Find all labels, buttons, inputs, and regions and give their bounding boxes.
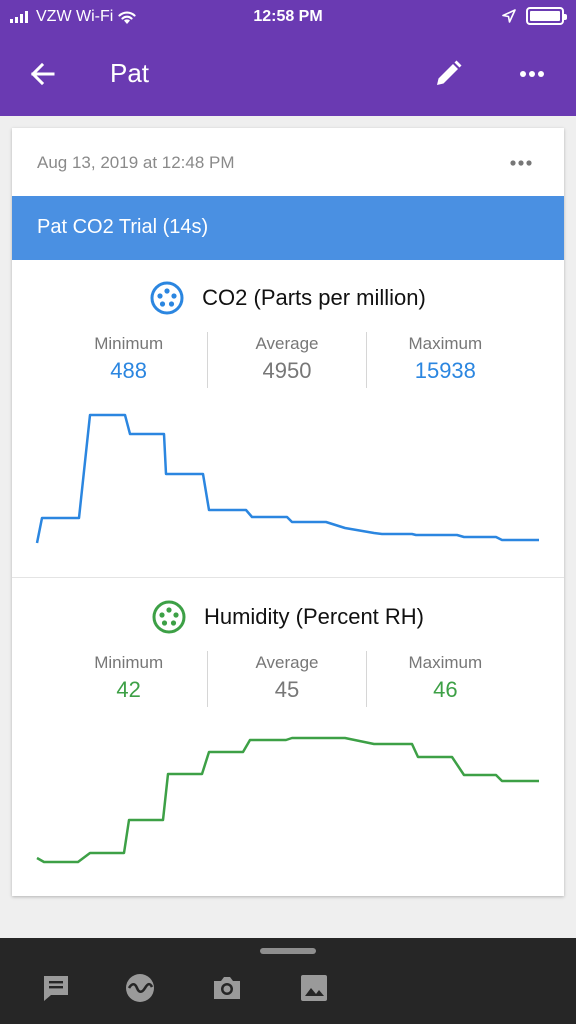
stat-average: Average 45 <box>207 651 365 707</box>
sensors-button[interactable] <box>120 968 160 1008</box>
status-time: 12:58 PM <box>253 8 323 25</box>
camera-button[interactable] <box>207 968 247 1008</box>
stat-value: 45 <box>274 677 300 702</box>
stat-label: Average <box>255 334 319 353</box>
more-horizontal-icon <box>510 160 532 166</box>
trial-title: Pat CO2 Trial (14s) <box>37 216 209 238</box>
stat-label: Maximum <box>408 653 483 672</box>
stat-minimum: Minimum 42 <box>50 651 207 707</box>
stat-label: Average <box>255 653 319 672</box>
co2-sensor-section: CO2 (Parts per million) Minimum 488 Aver… <box>12 260 564 578</box>
stat-value: 488 <box>110 358 148 383</box>
drawer-handle[interactable] <box>260 948 316 954</box>
humidity-line-graph <box>36 736 539 864</box>
stat-value: 15938 <box>414 358 476 383</box>
sensor-name: Humidity (Percent RH) <box>203 604 425 629</box>
stat-value: 46 <box>433 677 458 702</box>
edit-button[interactable] <box>428 54 468 94</box>
page-title: Pat <box>110 58 150 88</box>
stat-maximum: Maximum 46 <box>365 651 524 707</box>
gallery-button[interactable] <box>294 968 334 1008</box>
sensor-wave-icon <box>126 974 154 1002</box>
app-bar: VZW Wi-Fi 12:58 PM Pat <box>0 0 576 116</box>
add-note-button[interactable] <box>36 968 76 1008</box>
humidity-series-line <box>36 736 539 864</box>
sensor-header: Humidity (Percent RH) <box>12 599 564 635</box>
stats-row: Minimum 488 Average 4950 Maximum 15938 <box>50 332 524 388</box>
stat-label: Minimum <box>94 334 164 353</box>
more-options-button[interactable] <box>512 54 552 94</box>
sensor-dots-icon <box>150 281 184 315</box>
stats-row: Minimum 42 Average 45 Maximum 46 <box>50 651 524 707</box>
gallery-icon <box>301 975 327 1001</box>
camera-icon <box>214 977 240 999</box>
battery-icon <box>526 7 567 25</box>
sensor-dots-icon <box>152 600 186 634</box>
stat-average: Average 4950 <box>207 332 365 388</box>
trial-card: Aug 13, 2019 at 12:48 PM Pat CO2 Trial (… <box>12 128 564 896</box>
carrier-label: VZW Wi-Fi <box>36 8 114 25</box>
sensor-name: CO2 (Parts per million) <box>202 285 426 310</box>
card-more-button[interactable] <box>506 148 536 178</box>
stat-label: Maximum <box>408 334 483 353</box>
carrier-info: VZW Wi-Fi <box>10 8 137 26</box>
back-button[interactable] <box>22 54 62 94</box>
trial-date: Aug 13, 2019 at 12:48 PM <box>37 153 235 172</box>
back-arrow-icon <box>30 62 55 86</box>
stat-value: 42 <box>116 677 141 702</box>
sensor-header: CO2 (Parts per million) <box>12 280 564 316</box>
bottom-action-bar <box>0 938 576 1024</box>
stat-minimum: Minimum 488 <box>50 332 207 388</box>
stat-label: Minimum <box>94 653 164 672</box>
pencil-icon <box>437 60 462 85</box>
toolbar: Pat <box>0 34 576 116</box>
more-horizontal-icon <box>520 71 544 77</box>
humidity-sensor-section: Humidity (Percent RH) Minimum 42 Average… <box>12 579 564 896</box>
status-bar: VZW Wi-Fi 12:58 PM <box>0 0 576 34</box>
co2-line-graph <box>35 413 539 544</box>
trial-header[interactable]: Pat CO2 Trial (14s) <box>12 196 564 260</box>
stat-maximum: Maximum 15938 <box>365 332 524 388</box>
wifi-icon <box>118 11 136 24</box>
note-icon <box>44 976 68 1001</box>
status-right <box>502 7 567 25</box>
location-arrow-icon <box>502 9 516 23</box>
co2-series-line <box>35 413 539 544</box>
stat-value: 4950 <box>262 358 312 383</box>
signal-icon <box>10 11 28 23</box>
